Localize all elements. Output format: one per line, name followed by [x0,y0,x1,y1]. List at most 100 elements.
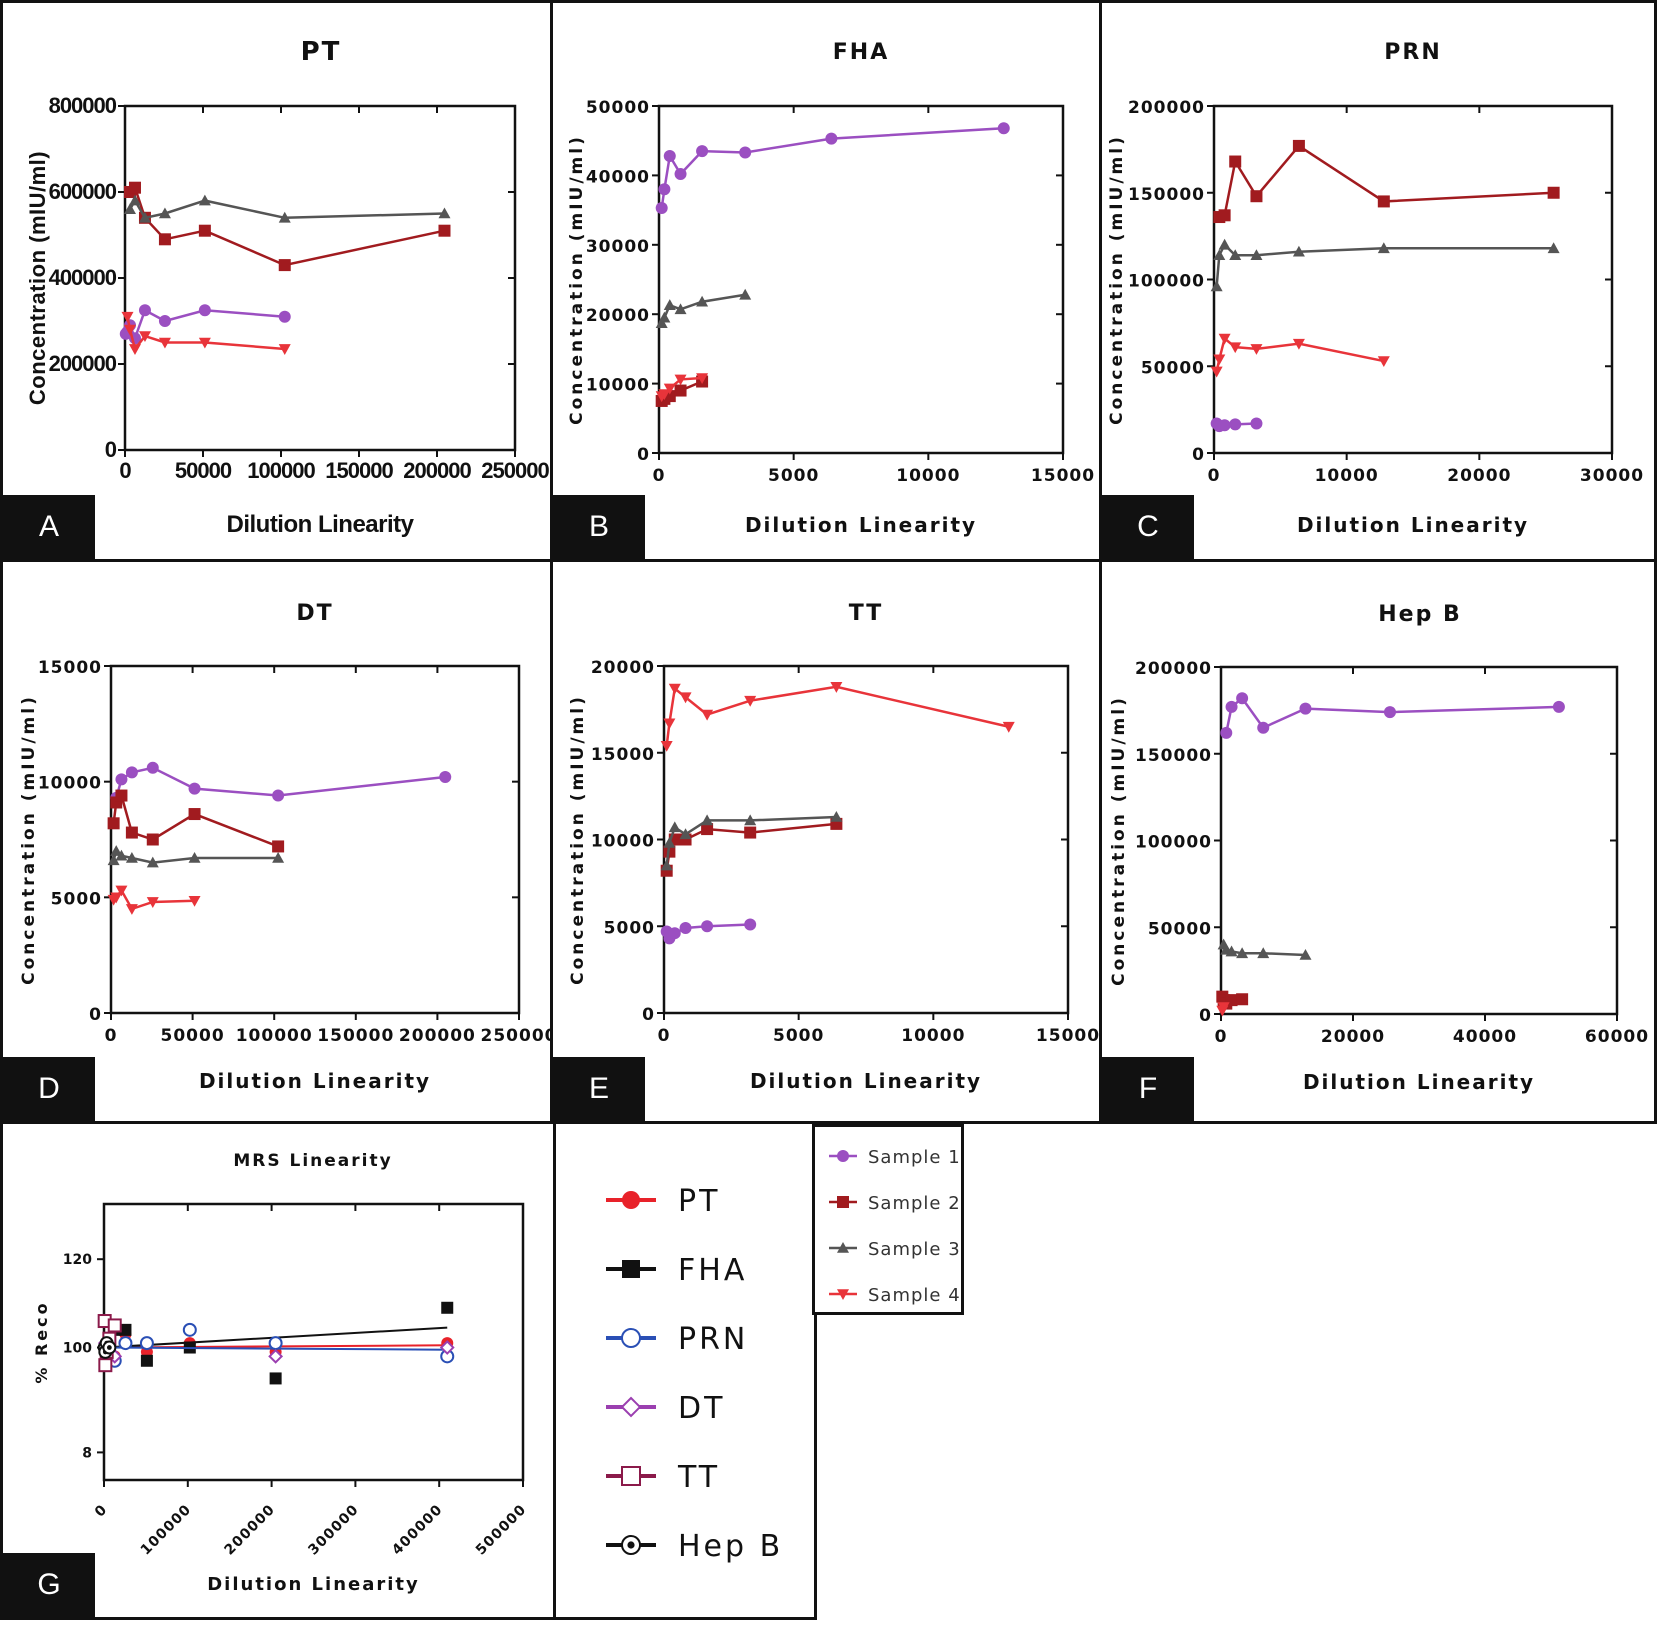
chart-a-point-sample-4 [198,337,211,349]
chart-b-point-sample-3 [655,317,668,329]
chart-b-title: FHA [833,40,889,65]
chart-c-point-sample-2 [1377,195,1390,208]
chart-a-ytick-label: 800000 [49,93,117,118]
chart-c-point-sample-4 [1210,366,1223,378]
mrs-legend-label-fha: FHA [678,1253,747,1288]
chart-e-point-sample-3 [663,836,676,848]
chart-a-ytick-label: 400000 [49,265,117,290]
chart-e-point-sample-2 [744,826,757,839]
chart-c-point-sample-3 [1250,249,1263,261]
chart-f-point-sample-1 [1299,702,1312,715]
chart-a-ytick-label: 0 [105,437,117,462]
chart-e-xtick-label: 0 [658,1026,671,1046]
chart-a-point-sample-3 [198,194,211,206]
chart-d-ytick-label: 15000 [38,658,102,678]
chart-e-point-sample-1 [679,921,692,934]
chart-d-xtick-label: 150000 [317,1026,394,1046]
chart-a-title: PT [301,37,342,67]
chart-c-point-sample-3 [1218,238,1231,250]
chart-g-point-hep-b-dot [106,1345,112,1350]
mrs-legend-marker-fha [622,1260,640,1278]
chart-f-point-sample-1 [1220,726,1233,739]
chart-e-series-sample-4-line [665,685,1010,746]
chart-a-point-sample-3 [278,211,291,223]
mrs-legend: PT FHA PRN DT TT Hep B [553,1121,817,1620]
mrs-legend-svg: PT FHA PRN DT TT Hep B [606,1184,780,1564]
chart-a-series-sample-3-line [128,198,445,220]
mrs-legend-label-prn: PRN [678,1322,748,1357]
chart-d-point-sample-2 [107,817,120,830]
mrs-legend-marker-pt [622,1191,640,1209]
chart-f: Hep B 0 20000 40000 60000 0 50000 100000 150000 2… [1109,602,1648,1094]
chart-g-ytick-label: 120 [63,1252,92,1268]
chart-f-point-sample-3 [1257,947,1270,959]
chart-c-xtick-label: 0 [1208,466,1221,486]
chart-g-xtick-label: 200000 [222,1502,279,1559]
chart-c-point-sample-1 [1229,418,1242,431]
chart-b-point-sample-1 [696,145,709,158]
panel-e: TT 0 5000 10000 15000 0 5000 10000 15000 20000 Dil… [550,559,1102,1124]
chart-e-plot-frame [662,664,1070,1015]
chart-d-plot-frame [109,664,521,1015]
chart-f-ytick-label: 150000 [1135,746,1212,766]
chart-a-ylabel: Concentration (mIU/ml) [25,151,50,405]
chart-g-plot-frame [102,1202,525,1482]
chart-d-point-sample-2 [146,833,159,846]
chart-a-ytick-label: 200000 [49,351,117,376]
chart-f-xtick-label: 40000 [1453,1027,1517,1047]
chart-g-point-dt [439,1340,455,1355]
chart-g-point-hep-b [102,1340,117,1355]
sample-legend: Sample 1 Sample 2 Sample 3 Sample 4 [812,1124,964,1315]
chart-g-xtick-label: 500000 [473,1502,530,1559]
chart-e-xtick-label: 10000 [901,1026,965,1046]
chart-d-point-sample-1 [439,771,452,784]
chart-b-point-sample-4 [674,374,687,386]
chart-d-xlabel: Dilution Linearity [199,1069,431,1093]
chart-b-point-sample-3 [696,295,709,307]
sample-legend-item-sample-1: Sample 1 [829,1147,960,1168]
panel-label-b: B [553,495,645,559]
chart-a-point-sample-4 [123,324,136,336]
chart-c-point-sample-4 [1292,338,1305,350]
chart-b-ylabel: Concentration (mIU/ml) [567,134,587,425]
chart-a-series-sample-2-line [129,185,445,267]
chart-g-ylabel: % Reco [32,1300,51,1383]
chart-b-ytick-label: 20000 [586,306,650,326]
chart-e-point-sample-1 [668,927,681,940]
mrs-legend-marker-prn [621,1328,641,1348]
chart-f-xlabel: Dilution Linearity [1303,1070,1535,1094]
chart-e-xlabel: Dilution Linearity [750,1069,982,1093]
chart-b-point-sample-1 [997,122,1010,135]
chart-f-point-sample-3 [1236,947,1249,959]
chart-f-ytick-label: 200000 [1135,659,1212,679]
chart-d-point-sample-4 [188,896,201,907]
chart-a-point-sample-4 [278,344,291,355]
chart-a-point-sample-1 [138,304,151,317]
chart-a-xtick-label: 200000 [403,458,471,483]
chart-g-point-tt [98,1358,113,1373]
chart-a-xtick-label: 100000 [247,458,315,483]
chart-b-ytick-label: 0 [637,445,650,465]
chart-a-point-sample-4 [121,311,134,323]
chart-a-point-sample-1 [198,304,211,317]
sample-legend-item-sample-2: Sample 2 [829,1193,960,1214]
sample-legend-marker-sample-1 [837,1150,849,1162]
chart-d-point-sample-3 [272,852,285,863]
sample-legend-item-sample-3: Sample 3 [829,1239,960,1260]
chart-b-point-sample-1 [739,146,752,159]
chart-b-point-sample-2 [674,384,687,397]
sample-legend-item-sample-4: Sample 4 [829,1285,960,1306]
chart-c-point-sample-3 [1547,242,1560,254]
chart-e-point-sample-3 [830,810,843,822]
mrs-legend-item-prn: PRN [606,1322,748,1357]
mrs-legend-item-tt: TT [606,1460,717,1495]
chart-e-point-sample-4 [663,718,676,730]
chart-c-point-sample-2 [1250,190,1263,203]
chart-b-xtick-label: 15000 [1031,466,1095,486]
chart-a-point-sample-2 [128,181,141,194]
chart-e-point-sample-4 [679,692,692,704]
chart-d-series-sample-2-line [112,792,279,848]
chart-d-point-sample-2 [115,789,128,802]
panel-a: PT 0 50000 100000 150000 200000 250000 0 200000 4… [0,0,553,562]
chart-g-ytick-label: 8 [82,1445,92,1461]
